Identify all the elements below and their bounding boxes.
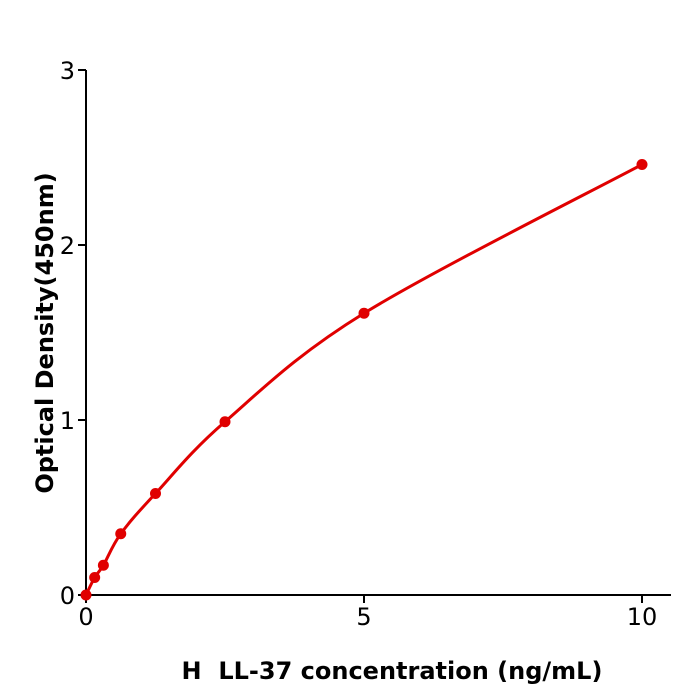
x-tick-label: 10 — [627, 603, 658, 631]
data-point — [80, 589, 92, 601]
y-axis-label: Optical Density(450nm) — [31, 172, 59, 493]
x-tick-label: 5 — [356, 603, 371, 631]
data-point — [636, 159, 648, 170]
data-point — [115, 528, 127, 540]
data-point — [358, 307, 370, 319]
y-tick-label: 3 — [60, 57, 75, 85]
data-point — [89, 572, 101, 583]
x-tick-label: 0 — [78, 603, 93, 631]
y-tick-label: 2 — [60, 232, 75, 260]
axes — [85, 70, 671, 596]
x-axis-label: H LL-37 concentration (ng/mL) — [182, 657, 603, 685]
data-point — [219, 416, 231, 428]
fit-curve — [84, 163, 643, 596]
data-point — [150, 488, 161, 499]
y-tick-label: 1 — [60, 407, 75, 435]
y-tick-label: 0 — [60, 582, 75, 610]
data-point — [97, 559, 109, 571]
